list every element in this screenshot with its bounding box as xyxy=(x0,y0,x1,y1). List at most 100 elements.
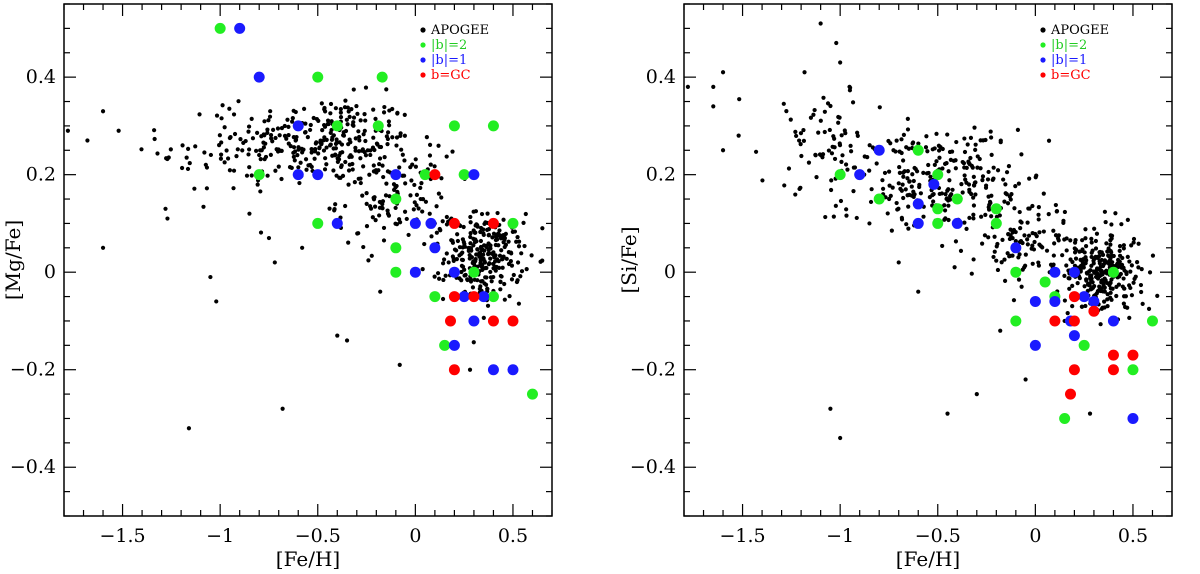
apogee-point xyxy=(502,297,507,302)
apogee-point xyxy=(427,211,432,216)
gc-point xyxy=(429,169,441,181)
apogee-point xyxy=(1089,254,1094,260)
apogee-point xyxy=(204,186,210,191)
apogee-point xyxy=(331,168,336,173)
apogee-point xyxy=(473,237,478,242)
apogee-point xyxy=(1023,252,1028,257)
apogee-point xyxy=(219,152,224,157)
apogee-point xyxy=(1119,222,1124,227)
data-points xyxy=(65,22,545,431)
apogee-point xyxy=(228,134,233,140)
apogee-point xyxy=(1089,240,1094,245)
apogee-point xyxy=(272,260,277,265)
gc-point xyxy=(448,364,460,376)
apogee-point xyxy=(959,182,964,187)
apogee-point xyxy=(444,222,450,227)
apogee-point xyxy=(518,274,523,279)
apogee-point xyxy=(222,160,227,165)
apogee-point xyxy=(1102,299,1107,304)
apogee-point xyxy=(412,182,417,188)
apogee-point xyxy=(284,136,289,141)
apogee-point xyxy=(498,273,503,279)
apogee-point xyxy=(1083,244,1089,249)
apogee-point xyxy=(402,209,408,214)
apogee-point xyxy=(434,230,439,235)
apogee-point xyxy=(1053,202,1058,208)
apogee-point xyxy=(944,160,949,166)
apogee-point xyxy=(485,286,490,291)
apogee-point xyxy=(470,285,476,290)
apogee-point xyxy=(428,162,433,167)
apogee-point xyxy=(916,141,921,146)
apogee-point xyxy=(273,135,278,141)
apogee-point xyxy=(325,118,331,123)
b2-point xyxy=(1127,364,1139,376)
apogee-point xyxy=(1114,293,1119,299)
b1-point xyxy=(429,242,441,254)
apogee-point xyxy=(155,151,160,156)
apogee-point xyxy=(418,185,423,190)
b2-point xyxy=(487,120,499,132)
apogee-point xyxy=(423,199,429,204)
b2-point xyxy=(458,169,470,181)
apogee-point xyxy=(484,275,489,280)
apogee-point xyxy=(482,281,487,286)
apogee-point xyxy=(1129,293,1135,298)
apogee-point xyxy=(400,173,405,178)
apogee-point xyxy=(953,158,958,163)
apogee-point xyxy=(1119,265,1124,270)
apogee-point xyxy=(848,143,853,148)
apogee-point xyxy=(381,174,386,180)
apogee-point xyxy=(711,84,716,89)
gc-point xyxy=(1088,305,1100,317)
b1-point xyxy=(468,315,480,327)
apogee-point xyxy=(882,170,888,176)
apogee-point xyxy=(931,191,936,197)
apogee-point xyxy=(839,159,844,164)
apogee-point xyxy=(988,129,993,134)
apogee-point xyxy=(905,127,911,132)
apogee-point xyxy=(1098,322,1103,327)
b2-point xyxy=(312,217,324,229)
apogee-point xyxy=(398,133,403,139)
b1-point xyxy=(1127,412,1139,424)
apogee-point xyxy=(972,125,977,130)
apogee-point xyxy=(351,123,356,128)
apogee-point xyxy=(516,301,522,306)
apogee-point xyxy=(973,147,978,152)
apogee-point xyxy=(973,142,978,147)
apogee-point xyxy=(507,294,512,299)
apogee-point xyxy=(799,153,804,159)
b2-point xyxy=(390,242,402,254)
apogee-point xyxy=(455,232,460,237)
apogee-point xyxy=(946,217,951,223)
apogee-point xyxy=(467,367,473,372)
apogee-point xyxy=(313,141,318,146)
apogee-point xyxy=(384,87,389,92)
apogee-point xyxy=(1124,269,1129,275)
apogee-point xyxy=(1094,231,1100,236)
apogee-point xyxy=(338,115,344,120)
apogee-point xyxy=(1117,244,1123,249)
apogee-point xyxy=(940,243,945,249)
apogee-point xyxy=(293,109,298,115)
apogee-point xyxy=(469,255,474,260)
apogee-point xyxy=(798,142,803,147)
apogee-point xyxy=(1155,293,1160,298)
apogee-point xyxy=(854,215,859,221)
b1-point xyxy=(1029,295,1041,307)
apogee-point xyxy=(291,154,296,159)
apogee-point xyxy=(886,138,891,144)
y-tick-label: −0.4 xyxy=(630,456,676,478)
apogee-point xyxy=(399,147,404,152)
apogee-point xyxy=(316,151,321,156)
apogee-point xyxy=(1136,241,1141,246)
apogee-point xyxy=(1025,220,1030,225)
apogee-point xyxy=(261,140,266,145)
apogee-point xyxy=(519,251,524,256)
apogee-point xyxy=(255,182,260,187)
apogee-point xyxy=(262,119,267,124)
b2-point xyxy=(468,266,480,278)
apogee-point xyxy=(1008,233,1013,238)
apogee-point xyxy=(360,193,365,198)
